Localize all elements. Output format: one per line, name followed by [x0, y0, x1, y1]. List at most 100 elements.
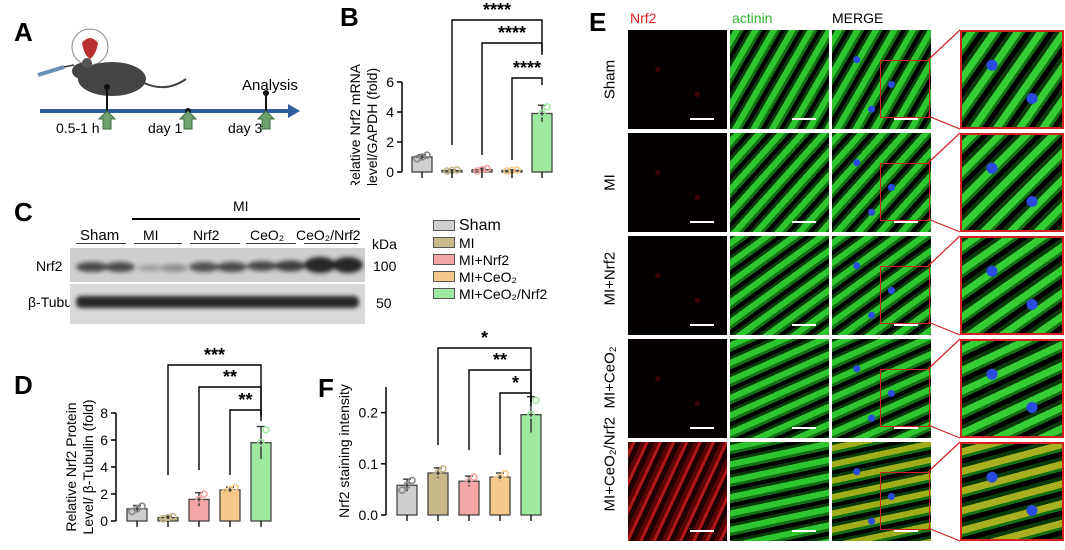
column-label-nrf2: Nrf2: [630, 10, 657, 26]
micrograph-merge-0: [832, 30, 931, 129]
y-tick-label: 0: [100, 513, 108, 529]
y-tick-label: 8: [100, 405, 108, 421]
legend-swatch-mi: [433, 237, 455, 248]
data-point: [453, 166, 461, 174]
blot-group-mi: MI: [143, 227, 159, 243]
row-label-2: MI+Nrf2: [601, 251, 619, 305]
significance-stars: **: [223, 367, 237, 387]
scale-bar: [894, 427, 918, 429]
data-point: [465, 477, 473, 486]
data-point: [503, 167, 511, 175]
timepoint-label-2: day 3: [228, 120, 263, 136]
data-point: [483, 164, 491, 173]
kda-value-100: 100: [373, 258, 397, 274]
significance-stars: ***: [204, 345, 225, 365]
scale-bar: [792, 221, 816, 223]
significance-stars: *: [512, 373, 519, 393]
kda-value-50: 50: [376, 295, 392, 311]
data-point: [429, 473, 437, 481]
data-point: [522, 425, 530, 433]
scale-bar: [690, 221, 714, 223]
panel-e-microscopy-grid: Nrf2 actinin MERGE Sham MI MI+Nrf2 MI+CeO₂ MI+C…: [602, 0, 1065, 550]
roi-box: [880, 472, 930, 530]
significance-stars: ****: [513, 58, 541, 78]
data-point: [159, 514, 167, 523]
legend-item: MI+Nrf2: [433, 251, 547, 268]
micrograph-merge-3: [832, 339, 931, 438]
roi-box: [880, 266, 930, 324]
scale-bar: [894, 324, 918, 326]
significance-bracket: [511, 77, 543, 160]
data-point: [398, 486, 406, 495]
legend-swatch-mi-nrf2: [433, 254, 455, 265]
legend-item: MI+CeO₂: [433, 268, 547, 285]
panel-label-c: C: [14, 197, 33, 227]
data-point: [443, 167, 451, 175]
roi-box: [880, 163, 930, 221]
analysis-label: Analysis: [242, 77, 298, 94]
data-point: [138, 502, 146, 510]
data-point: [501, 470, 509, 478]
micrograph-red-1: [628, 133, 727, 232]
micrograph-red-0: [628, 30, 727, 129]
significance-bracket: [468, 369, 532, 450]
data-point: [543, 103, 551, 111]
panel-label-f: F: [318, 373, 334, 403]
scale-bar: [792, 324, 816, 326]
blot-group-ceo2: CeO₂: [250, 227, 285, 243]
scale-bar: [690, 118, 714, 120]
roi-box: [880, 60, 930, 118]
data-point: [423, 151, 431, 159]
y-tick-label: 6: [100, 432, 108, 448]
data-point: [532, 396, 540, 405]
y-tick-label: 0.0: [359, 507, 379, 523]
legend-swatch-mi-ceo2-nrf2: [433, 288, 455, 299]
significance-stars: **: [238, 390, 252, 410]
y-tick-label: 4: [386, 104, 394, 120]
data-point: [460, 481, 468, 490]
zoom-inset-3: [960, 339, 1064, 438]
significance-bracket: [229, 409, 262, 475]
panel-label-d: D: [14, 370, 33, 400]
mi-header-line: [132, 218, 360, 220]
data-point: [403, 481, 411, 490]
column-label-merge: MERGE: [832, 10, 884, 26]
data-point: [439, 465, 447, 473]
data-point: [538, 109, 546, 118]
significance-stars: ****: [498, 23, 526, 43]
mouse-icon: [78, 62, 146, 96]
significance-bracket: [481, 42, 543, 155]
chart-b: 0 2 4 6 Relative Nrf2 mRNAlevel/GAPDH (fold)…: [347, 0, 553, 185]
data-point: [262, 425, 270, 434]
data-point: [169, 512, 177, 521]
data-point: [231, 483, 239, 492]
significance-bracket: [437, 347, 532, 445]
data-point: [408, 476, 416, 485]
micrograph-red-2: [628, 236, 727, 335]
timeline-axis: [40, 109, 290, 113]
significance-bracket: [499, 392, 532, 455]
significance-bracket: [167, 364, 262, 475]
panel-label-e: E: [589, 7, 607, 37]
data-point: [491, 476, 499, 485]
significance-bracket: [198, 386, 262, 470]
data-point: [257, 438, 265, 447]
y-axis-label: Relative Nrf2 ProteinLevel/ β-Tubulin (f…: [63, 399, 96, 534]
data-point: [252, 451, 260, 460]
data-point: [195, 495, 203, 504]
y-tick-label: 0: [386, 164, 394, 180]
scale-bar: [690, 530, 714, 532]
micrograph-green-2: [730, 236, 829, 335]
y-tick-label: 0.1: [359, 456, 379, 472]
column-label-actinin: actinin: [732, 10, 773, 26]
blot-group-sham: Sham: [80, 227, 120, 244]
micrograph-merge-2: [832, 236, 931, 335]
blot-mi-header: MI: [233, 198, 249, 214]
y-tick-label: 0.2: [359, 405, 379, 421]
blot-row-nrf2: Nrf2: [36, 258, 63, 274]
data-point: [527, 410, 535, 419]
data-point: [164, 513, 172, 522]
panel-label-b: B: [340, 2, 359, 32]
data-point: [200, 490, 208, 498]
